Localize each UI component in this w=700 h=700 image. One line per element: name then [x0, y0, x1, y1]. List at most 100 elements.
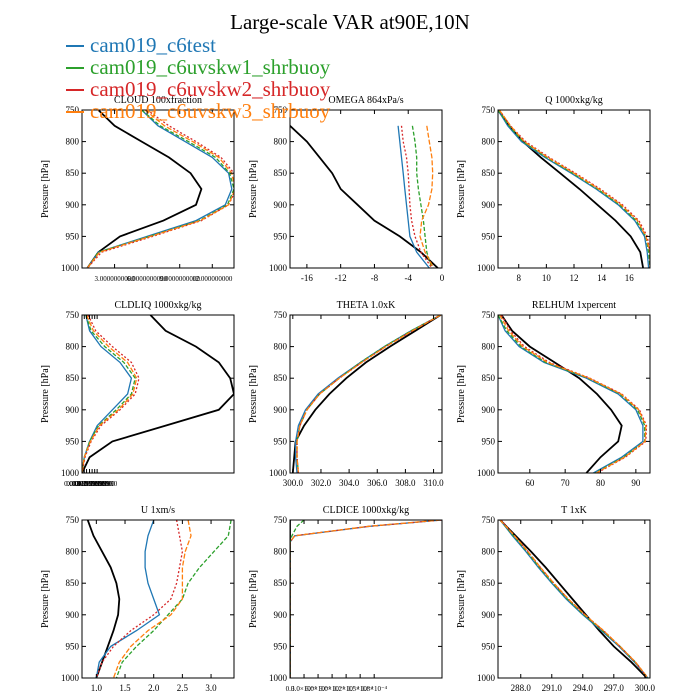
series-line-s1 [82, 315, 133, 473]
panel-title: CLDICE 1000xkg/kg [323, 505, 409, 516]
y-tick-label: 950 [66, 436, 80, 446]
legend-label: cam019_c6uvskw3_shrbuoy [90, 99, 331, 123]
y-axis-label: Pressure [hPa] [40, 160, 51, 218]
series-line-obs [86, 520, 121, 678]
plot-frame [497, 519, 651, 679]
chart-panel: CLDICE 1000xkg/kg 750 800 850 900 950 1000 0.03… [248, 505, 443, 693]
series-line-s3 [400, 125, 433, 268]
chart-panel: CLOUD 100xfraction 750 800 850 900 950 1000 3.0… [40, 95, 235, 283]
x-tick-label: 3.0×10⁻⁵ [291, 685, 317, 693]
y-axis-label: Pressure [hPa] [248, 160, 259, 218]
y-tick-label: 1000 [269, 263, 288, 273]
series-group [86, 110, 234, 268]
x-tick-label: 291.0 [542, 683, 563, 693]
x-tick-label: 308.0 [395, 478, 416, 488]
plot-frame [497, 109, 651, 269]
chart-panel: Q 1000xkg/kg 750 800 850 900 950 1000 8 10 12 14 16… [456, 95, 651, 283]
y-tick-label: 750 [274, 515, 288, 525]
x-tick-label: 8 [516, 273, 521, 283]
y-axis-label: Pressure [hPa] [248, 365, 259, 423]
y-tick-label: 950 [274, 231, 288, 241]
x-tick-label: 297.0 [604, 683, 625, 693]
series-group [498, 110, 650, 268]
x-tick-label: 2.5 [177, 683, 189, 693]
y-tick-label: 1000 [477, 263, 496, 273]
x-tick-label: 288.0 [511, 683, 532, 693]
y-tick-label: 800 [482, 342, 496, 352]
y-tick-label: 750 [66, 310, 80, 320]
y-tick-label: 750 [274, 105, 288, 115]
y-tick-label: 750 [482, 515, 496, 525]
x-tick-label: 0 [440, 273, 445, 283]
series-line-s1 [294, 315, 441, 473]
series-line-s4 [499, 315, 647, 473]
x-tick-label: -8 [371, 273, 379, 283]
panel-title: OMEGA 864xPa/s [328, 95, 403, 106]
x-tick-label: 16 [625, 273, 635, 283]
series-line-s1 [498, 315, 644, 473]
y-tick-label: 800 [274, 342, 288, 352]
series-line-s4 [112, 520, 192, 678]
panel-title: Q 1000xkg/kg [545, 95, 603, 106]
plot-frame [289, 314, 443, 474]
x-tick-label: 70 [561, 478, 571, 488]
series-line-s1 [290, 520, 442, 678]
y-tick-label: 750 [482, 310, 496, 320]
x-tick-label: 80 [596, 478, 606, 488]
y-tick-label: 850 [66, 168, 80, 178]
y-tick-label: 800 [482, 547, 496, 557]
y-tick-label: 900 [482, 200, 496, 210]
y-tick-label: 850 [274, 578, 288, 588]
legend-item: cam019_c6uvskw3_shrbuoy [66, 100, 330, 122]
legend-label: cam019_c6uvskw2_shrbuoy [90, 77, 331, 101]
chart-panel: OMEGA 864xPa/s 750 800 850 900 950 1000 -16 -12 -… [248, 95, 445, 283]
panel-title: CLDLIQ 1000xkg/kg [115, 300, 202, 311]
y-tick-label: 950 [482, 231, 496, 241]
series-group [290, 125, 439, 268]
y-tick-label: 950 [274, 436, 288, 446]
plot-frame [497, 314, 651, 474]
legend-item: cam019_c6uvskw1_shrbuoy [66, 56, 330, 78]
y-tick-label: 850 [482, 578, 496, 588]
series-line-s1 [397, 125, 430, 268]
series-line-s3 [500, 315, 648, 473]
x-tick-label: -4 [404, 273, 412, 283]
y-tick-label: 950 [482, 641, 496, 651]
x-tick-label: 3.0000000000 [94, 275, 135, 283]
panel-title: T 1xK [561, 505, 587, 516]
series-group [498, 315, 648, 473]
x-tick-label: 9.0000000000 [160, 275, 201, 283]
series-line-s2 [498, 315, 646, 473]
chart-panel: CLDLIQ 1000xkg/kg 750 800 850 900 950 1000 0.00… [40, 300, 235, 488]
y-tick-label: 900 [482, 405, 496, 415]
legend-swatch [66, 111, 84, 113]
series-line-obs [499, 520, 648, 678]
series-line-s3 [500, 520, 649, 678]
legend-item: cam019_c6uvskw2_shrbuoy [66, 78, 330, 100]
y-tick-label: 800 [482, 137, 496, 147]
series-line-s4 [419, 125, 435, 268]
series-line-s2 [86, 110, 234, 268]
x-tick-label: -16 [301, 273, 313, 283]
x-tick-label: 0.0030000000 [64, 480, 105, 488]
series-line-s4 [290, 520, 441, 678]
y-tick-label: 1000 [61, 468, 80, 478]
y-tick-label: 800 [66, 342, 80, 352]
panel-title: THETA 1.0xK [337, 300, 396, 311]
y-tick-label: 850 [482, 373, 496, 383]
series-group [290, 520, 442, 678]
series-line-s4 [296, 315, 441, 473]
y-axis-label: Pressure [hPa] [40, 365, 51, 423]
series-group [86, 520, 232, 678]
y-tick-label: 800 [274, 547, 288, 557]
x-tick-label: 294.0 [573, 683, 594, 693]
y-tick-label: 950 [482, 436, 496, 446]
x-tick-label: 1.8×10⁻⁴ [361, 685, 387, 693]
series-line-s1 [95, 520, 161, 678]
series-line-obs [290, 125, 439, 268]
plot-frame [81, 109, 235, 269]
y-tick-label: 1000 [61, 673, 80, 683]
x-tick-label: 9.0×10⁻⁵ [319, 685, 345, 693]
y-axis-label: Pressure [hPa] [456, 365, 467, 423]
